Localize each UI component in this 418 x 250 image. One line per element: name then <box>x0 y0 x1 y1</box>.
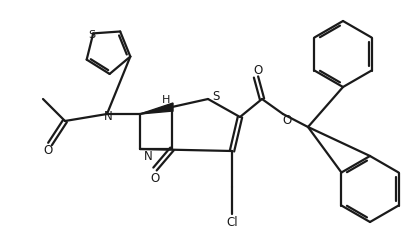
Text: O: O <box>150 171 160 184</box>
Text: O: O <box>43 143 53 156</box>
Text: O: O <box>253 64 263 77</box>
Text: Cl: Cl <box>226 216 238 228</box>
Polygon shape <box>140 104 173 115</box>
Text: O: O <box>283 113 292 126</box>
Text: S: S <box>89 30 96 40</box>
Text: N: N <box>104 109 112 122</box>
Text: N: N <box>144 149 153 162</box>
Text: S: S <box>212 90 220 103</box>
Text: H: H <box>162 94 170 104</box>
